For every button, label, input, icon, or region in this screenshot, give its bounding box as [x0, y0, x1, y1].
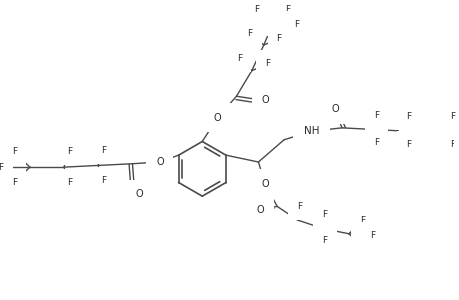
Text: F: F	[237, 54, 242, 63]
Text: F: F	[296, 202, 301, 211]
Text: NH: NH	[303, 126, 319, 136]
Text: F: F	[373, 110, 378, 119]
Text: O: O	[261, 94, 269, 105]
Text: F: F	[405, 140, 410, 148]
Text: F: F	[276, 34, 281, 43]
Text: F: F	[0, 163, 4, 172]
Text: F: F	[450, 112, 455, 121]
Text: F: F	[101, 146, 106, 154]
Text: F: F	[322, 236, 327, 245]
Text: F: F	[285, 4, 290, 14]
Text: F: F	[101, 176, 106, 185]
Text: O: O	[213, 112, 221, 123]
Text: O: O	[261, 179, 269, 189]
Text: F: F	[264, 59, 269, 68]
Text: O: O	[256, 205, 263, 215]
Text: F: F	[359, 241, 364, 250]
Text: O: O	[331, 104, 338, 114]
Text: O: O	[135, 190, 143, 200]
Text: F: F	[373, 138, 378, 147]
Text: F: F	[359, 216, 364, 225]
Text: F: F	[322, 211, 327, 220]
Text: F: F	[247, 28, 252, 38]
Text: F: F	[450, 140, 455, 148]
Text: O: O	[156, 157, 163, 167]
Text: F: F	[12, 147, 17, 156]
Text: F: F	[67, 147, 72, 156]
Text: F: F	[293, 20, 298, 29]
Text: F: F	[405, 112, 410, 121]
Text: F: F	[254, 4, 259, 14]
Text: F: F	[67, 178, 72, 187]
Text: F: F	[12, 178, 17, 187]
Text: F: F	[369, 231, 375, 240]
